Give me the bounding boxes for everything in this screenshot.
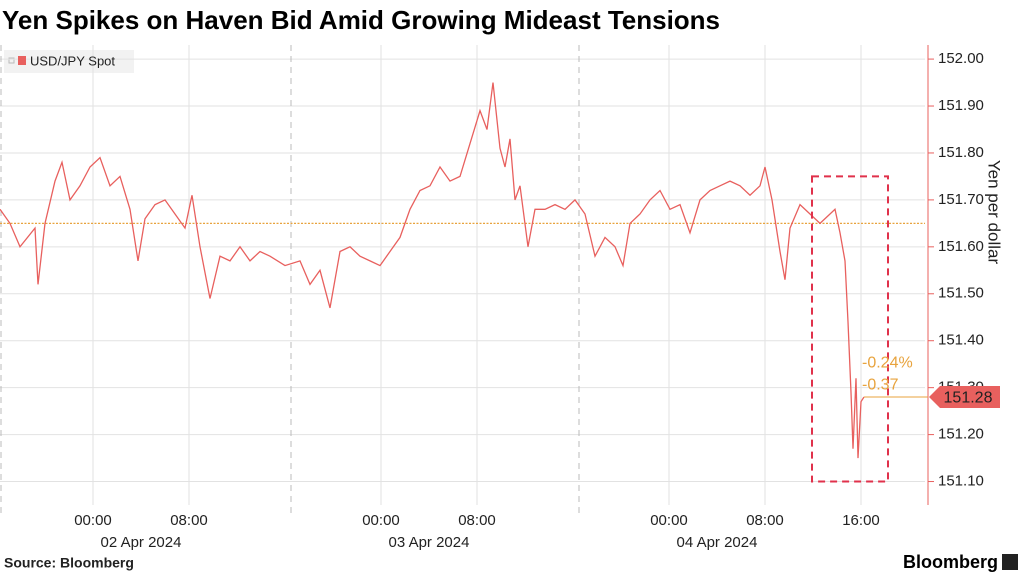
x-tick-label: 08:00 <box>458 512 496 529</box>
brand-icon <box>1002 554 1018 570</box>
change-pct-label: -0.24% <box>862 354 913 371</box>
x-tick-label: 08:00 <box>746 512 784 529</box>
x-tick-label: 00:00 <box>362 512 400 529</box>
y-tick-label: 151.80 <box>938 144 984 161</box>
x-tick-label: 00:00 <box>650 512 688 529</box>
y-tick-label: 151.20 <box>938 426 984 443</box>
x-tick-label: 00:00 <box>74 512 112 529</box>
price-line <box>0 82 865 459</box>
date-label: 03 Apr 2024 <box>389 534 470 551</box>
y-tick-label: 152.00 <box>938 50 984 67</box>
source: Source: Bloomberg <box>4 555 134 571</box>
x-tick-label: 16:00 <box>842 512 880 529</box>
legend-label: USD/JPY Spot <box>30 53 115 68</box>
legend-toggle <box>8 57 15 64</box>
legend-box <box>4 50 134 73</box>
date-label: 02 Apr 2024 <box>101 534 182 551</box>
last-value-tag <box>929 386 1000 409</box>
legend-swatch <box>18 56 26 65</box>
y-tick-label: 151.90 <box>938 97 984 114</box>
y-tick-label: 151.70 <box>938 191 984 208</box>
y-tick-label: 151.10 <box>938 472 984 489</box>
y-tick-label: 151.40 <box>938 332 984 349</box>
chart-title: Yen Spikes on Haven Bid Amid Growing Mid… <box>2 5 720 35</box>
brand: Bloomberg <box>903 552 998 572</box>
x-tick-label: 08:00 <box>170 512 208 529</box>
y-axis-label: Yen per dollar <box>985 160 1004 265</box>
date-label: 04 Apr 2024 <box>677 534 758 551</box>
change-label: -0.37 <box>862 376 899 393</box>
y-tick-label: 151.60 <box>938 238 984 255</box>
highlight-box <box>811 175 889 483</box>
last-value-label: 151.28 <box>944 389 993 406</box>
y-tick-label: 151.50 <box>938 285 984 302</box>
